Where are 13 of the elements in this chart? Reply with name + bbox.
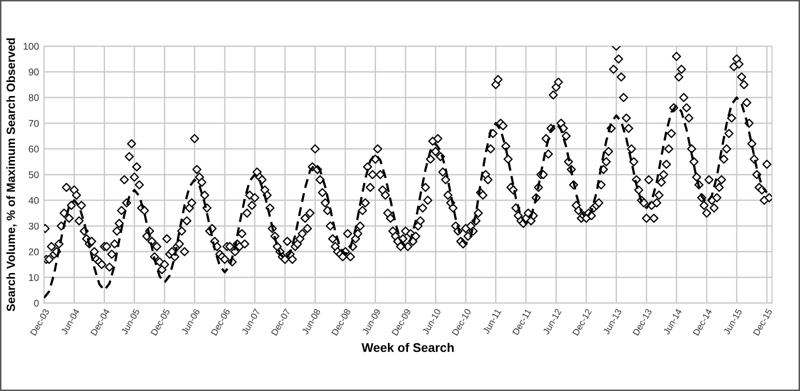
y-tick-label: 90 <box>28 68 39 76</box>
y-axis-title: Search Volume, % of Maximum Search Observed <box>6 38 17 312</box>
y-tick-label: 30 <box>28 222 39 230</box>
y-tick-label: 60 <box>28 146 39 153</box>
y-tick-label: 70 <box>28 120 39 127</box>
y-tick-label: 50 <box>28 171 39 178</box>
y-tick-label: 20 <box>28 248 39 256</box>
y-tick-label: 80 <box>28 94 39 102</box>
y-tick-label: 10 <box>29 274 39 281</box>
y-tick-label: 100 <box>24 42 39 50</box>
y-tick-label: 40 <box>28 197 39 204</box>
x-axis-title: Week of Search <box>362 342 454 352</box>
y-tick-label: 0 <box>34 300 39 307</box>
